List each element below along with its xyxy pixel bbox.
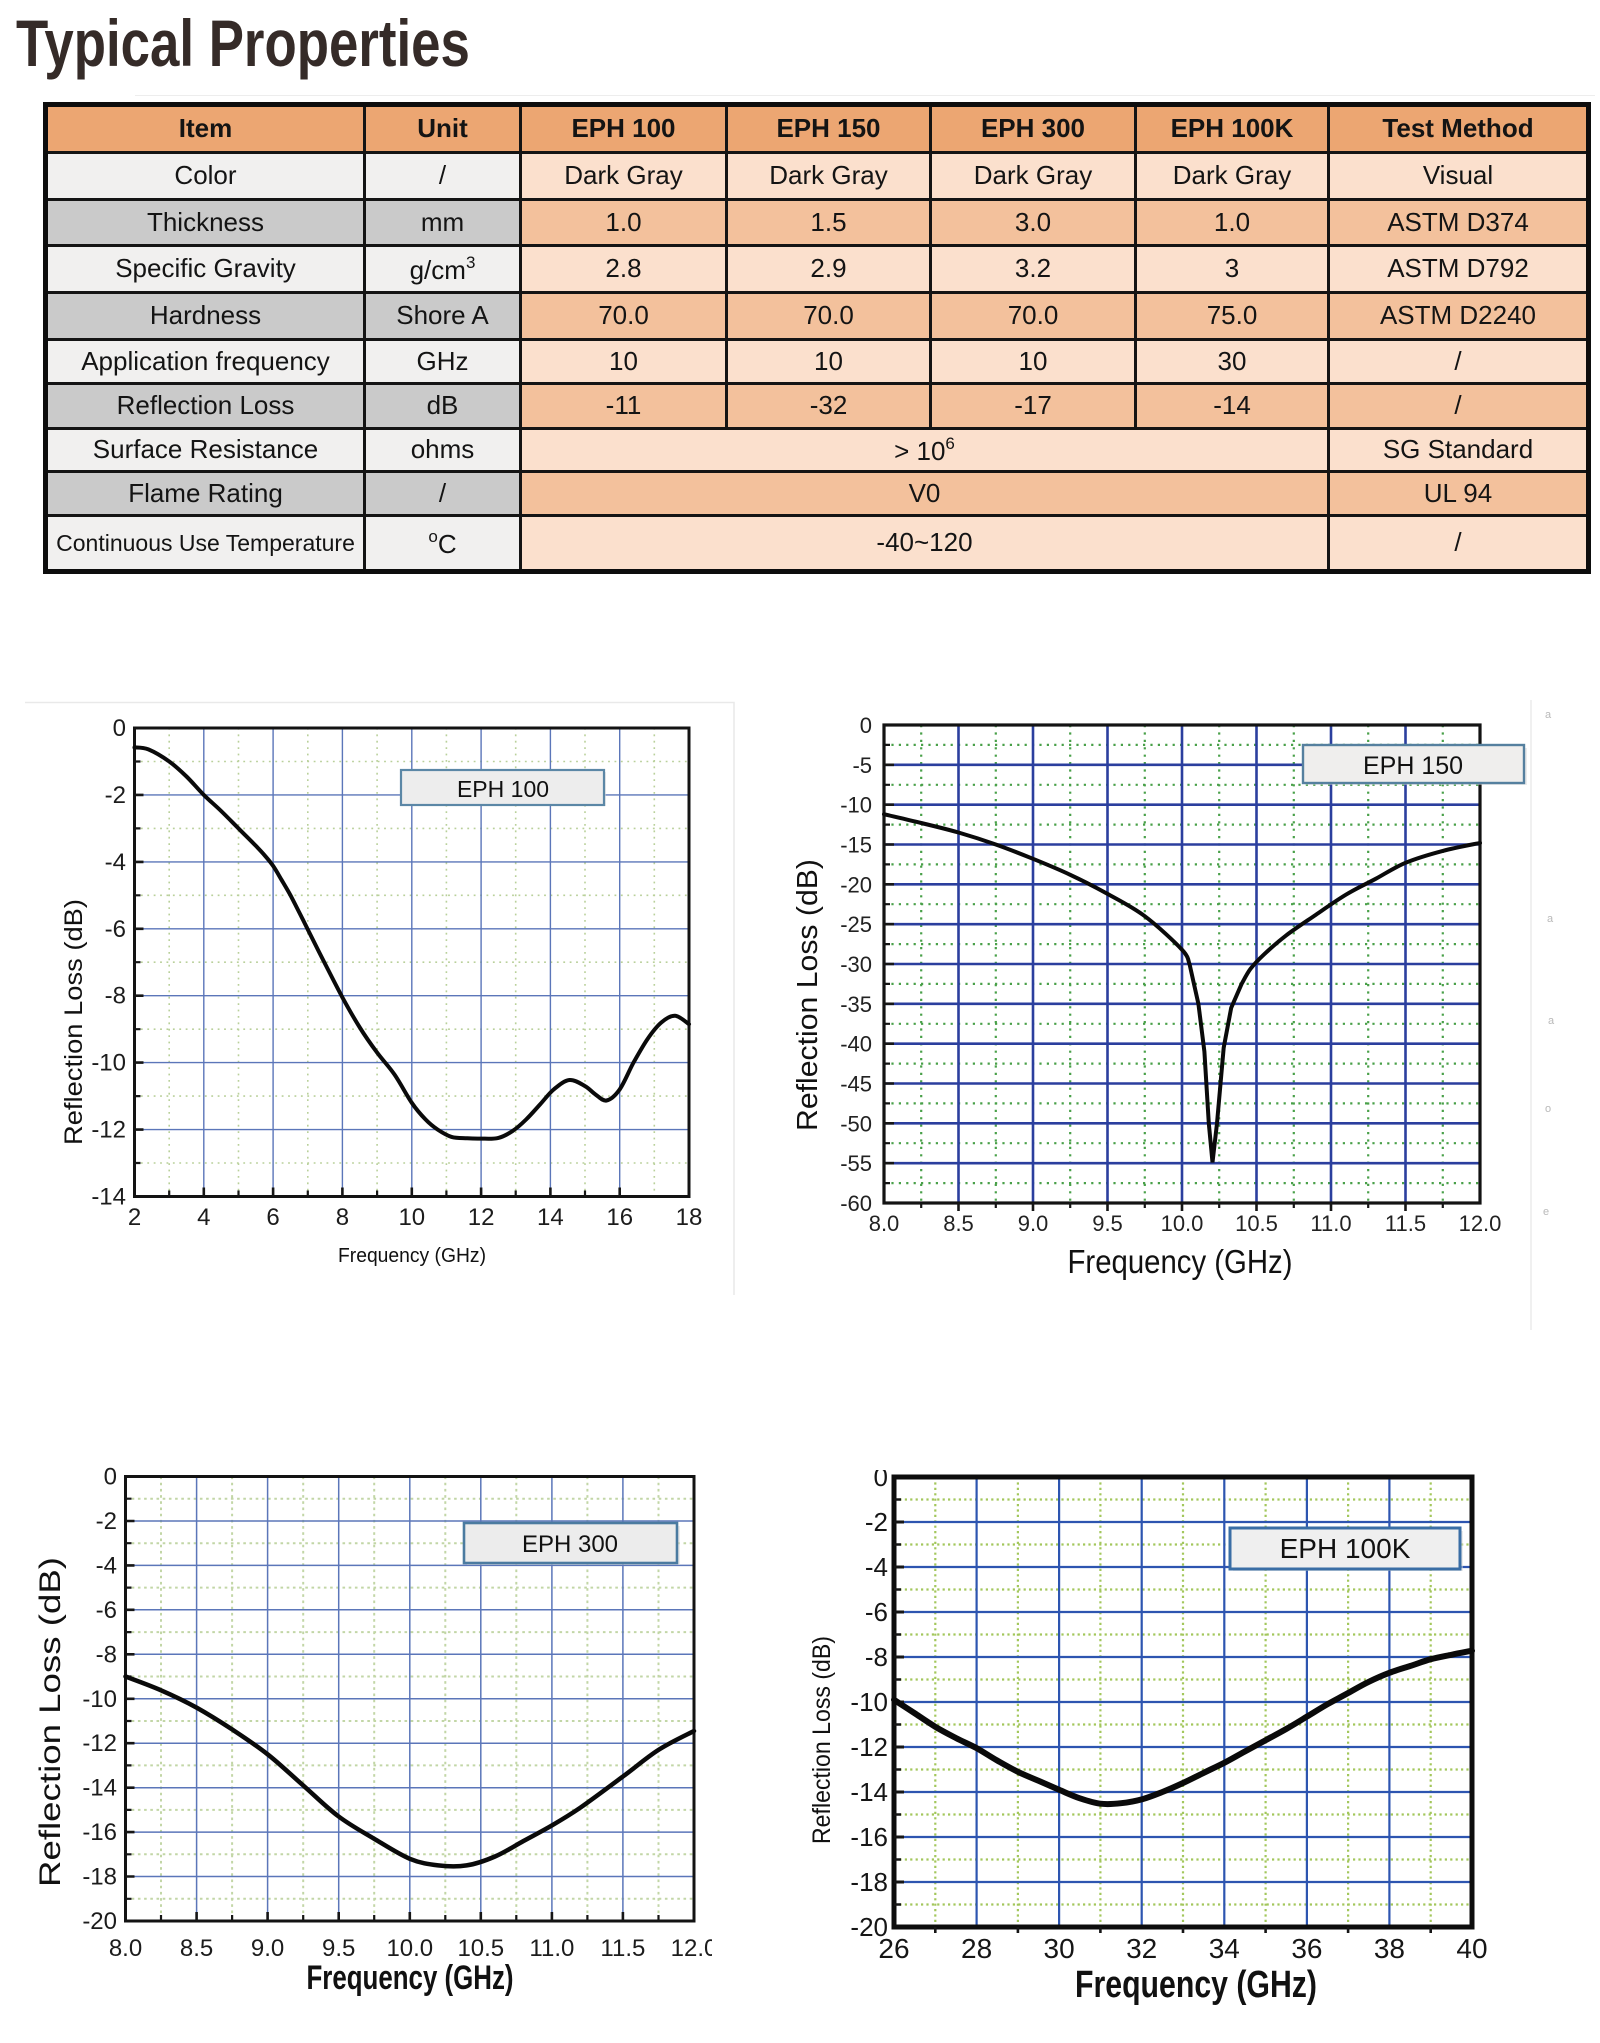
svg-text:-4: -4 <box>105 849 126 876</box>
svg-text:38: 38 <box>1374 1933 1405 1964</box>
svg-text:11.5: 11.5 <box>1385 1211 1426 1236</box>
svg-text:16: 16 <box>606 1204 633 1231</box>
svg-text:a: a <box>1548 1015 1555 1027</box>
svg-text:-12: -12 <box>850 1732 888 1762</box>
svg-text:-8: -8 <box>96 1641 117 1668</box>
svg-text:-12: -12 <box>91 1117 126 1144</box>
svg-text:-20: -20 <box>82 1908 117 1935</box>
svg-text:-14: -14 <box>82 1775 117 1802</box>
svg-text:9.5: 9.5 <box>322 1935 355 1962</box>
svg-text:-20: -20 <box>840 872 872 897</box>
svg-text:36: 36 <box>1291 1933 1322 1964</box>
svg-text:8.5: 8.5 <box>943 1211 974 1236</box>
svg-text:-10: -10 <box>840 793 872 818</box>
svg-text:-16: -16 <box>82 1819 117 1846</box>
svg-text:-6: -6 <box>865 1597 888 1627</box>
svg-text:0: 0 <box>874 1470 888 1492</box>
svg-text:-5: -5 <box>852 753 872 778</box>
svg-text:-55: -55 <box>840 1151 872 1176</box>
svg-text:-18: -18 <box>82 1864 117 1891</box>
svg-text:12: 12 <box>468 1204 495 1231</box>
svg-text:10.0: 10.0 <box>1161 1211 1204 1236</box>
svg-text:-4: -4 <box>96 1552 117 1579</box>
svg-text:0: 0 <box>104 1464 117 1491</box>
svg-text:-4: -4 <box>865 1552 888 1582</box>
svg-text:11.0: 11.0 <box>529 1935 574 1962</box>
svg-text:2: 2 <box>128 1204 141 1231</box>
svg-text:-8: -8 <box>865 1642 888 1672</box>
svg-text:9.5: 9.5 <box>1092 1211 1123 1236</box>
svg-text:e: e <box>1543 1206 1549 1218</box>
svg-text:-10: -10 <box>82 1686 117 1713</box>
svg-text:9.0: 9.0 <box>251 1935 284 1962</box>
svg-text:34: 34 <box>1209 1933 1240 1964</box>
svg-text:Frequency (GHz): Frequency (GHz) <box>338 1245 486 1267</box>
svg-text:-8: -8 <box>105 983 126 1010</box>
svg-text:Reflection Loss (dB): Reflection Loss (dB) <box>34 1557 67 1887</box>
svg-text:Reflection Loss (dB): Reflection Loss (dB) <box>792 859 824 1131</box>
svg-text:10.5: 10.5 <box>457 1935 504 1962</box>
svg-text:-2: -2 <box>105 782 126 809</box>
svg-text:12.0: 12.0 <box>671 1935 712 1962</box>
svg-text:14: 14 <box>537 1204 564 1231</box>
svg-text:-6: -6 <box>96 1597 117 1624</box>
svg-text:8.0: 8.0 <box>109 1935 142 1962</box>
svg-text:a: a <box>1547 913 1554 925</box>
svg-text:-30: -30 <box>840 952 872 977</box>
svg-text:18: 18 <box>676 1204 703 1231</box>
svg-text:EPH 300: EPH 300 <box>522 1531 618 1558</box>
svg-text:-6: -6 <box>105 916 126 943</box>
svg-text:0: 0 <box>860 713 872 738</box>
svg-text:-2: -2 <box>865 1507 888 1537</box>
svg-text:10.5: 10.5 <box>1235 1211 1278 1236</box>
svg-text:o: o <box>1545 1103 1551 1115</box>
svg-text:-10: -10 <box>850 1687 888 1717</box>
svg-text:-35: -35 <box>840 992 872 1017</box>
svg-text:4: 4 <box>197 1204 210 1231</box>
svg-text:-50: -50 <box>840 1111 872 1136</box>
svg-text:11.5: 11.5 <box>600 1935 645 1962</box>
svg-text:-14: -14 <box>91 1184 126 1211</box>
svg-text:40: 40 <box>1456 1933 1487 1964</box>
svg-text:32: 32 <box>1126 1933 1157 1964</box>
svg-text:EPH 150: EPH 150 <box>1363 752 1463 780</box>
svg-text:8.0: 8.0 <box>869 1211 900 1236</box>
svg-text:6: 6 <box>266 1204 279 1231</box>
svg-text:10: 10 <box>398 1204 425 1231</box>
svg-text:-25: -25 <box>840 912 872 937</box>
svg-text:Frequency (GHz): Frequency (GHz) <box>307 1959 514 1997</box>
svg-text:Frequency (GHz): Frequency (GHz) <box>1068 1243 1293 1280</box>
svg-text:-2: -2 <box>96 1508 117 1535</box>
svg-text:12.0: 12.0 <box>1459 1211 1502 1236</box>
svg-text:EPH 100: EPH 100 <box>457 776 549 802</box>
svg-text:-12: -12 <box>82 1730 117 1757</box>
svg-text:-60: -60 <box>840 1191 872 1216</box>
svg-text:-14: -14 <box>850 1777 888 1807</box>
svg-text:0: 0 <box>113 715 126 742</box>
svg-text:-18: -18 <box>850 1867 888 1897</box>
svg-text:10.0: 10.0 <box>386 1935 433 1962</box>
svg-text:11.0: 11.0 <box>1310 1211 1351 1236</box>
svg-text:a: a <box>1545 709 1552 721</box>
svg-text:30: 30 <box>1044 1933 1075 1964</box>
svg-text:-20: -20 <box>850 1912 888 1942</box>
svg-text:8: 8 <box>336 1204 349 1231</box>
svg-text:26: 26 <box>878 1933 909 1964</box>
svg-text:EPH 100K: EPH 100K <box>1280 1533 1411 1564</box>
svg-text:Frequency (GHz): Frequency (GHz) <box>1075 1964 1317 2006</box>
svg-text:Reflection Loss (dB): Reflection Loss (dB) <box>808 1636 836 1844</box>
svg-text:-15: -15 <box>840 833 872 858</box>
svg-text:-10: -10 <box>91 1050 126 1077</box>
svg-text:-16: -16 <box>850 1822 888 1852</box>
svg-text:Reflection Loss (dB): Reflection Loss (dB) <box>60 899 88 1145</box>
svg-text:8.5: 8.5 <box>180 1935 213 1962</box>
svg-text:9.0: 9.0 <box>1018 1211 1049 1236</box>
svg-text:28: 28 <box>961 1933 992 1964</box>
svg-text:-45: -45 <box>840 1072 872 1097</box>
svg-text:-40: -40 <box>840 1032 872 1057</box>
